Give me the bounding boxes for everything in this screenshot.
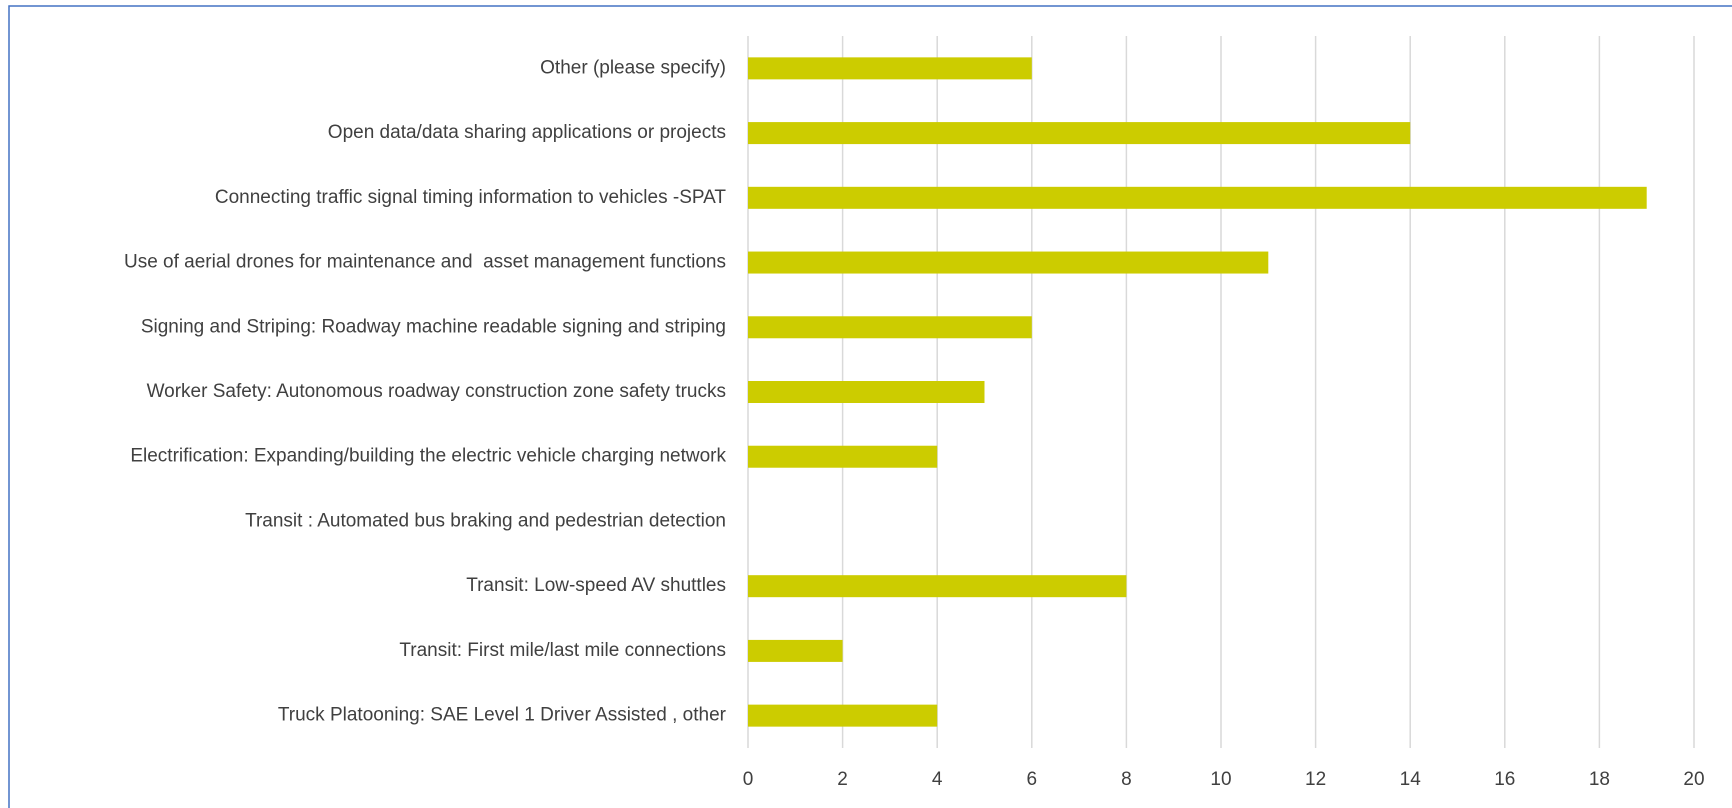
bar bbox=[748, 381, 985, 403]
bar bbox=[748, 316, 1032, 339]
y-tick-label: Electrification: Expanding/building the … bbox=[130, 446, 726, 467]
x-tick-label: 14 bbox=[1400, 769, 1422, 790]
bar bbox=[748, 639, 843, 662]
y-tick-label: Worker Safety: Autonomous roadway constr… bbox=[147, 381, 726, 402]
bar bbox=[748, 445, 938, 468]
x-tick-label: 12 bbox=[1305, 769, 1326, 790]
x-tick-label: 2 bbox=[837, 769, 848, 790]
bar bbox=[748, 57, 1032, 80]
y-tick-label: Signing and Striping: Roadway machine re… bbox=[141, 316, 726, 337]
y-tick-label: Connecting traffic signal timing informa… bbox=[215, 187, 727, 208]
x-tick-label: 0 bbox=[743, 769, 754, 790]
x-tick-label: 10 bbox=[1210, 769, 1231, 790]
y-tick-label: Open data/data sharing applications or p… bbox=[328, 122, 726, 143]
bar bbox=[748, 575, 1127, 598]
y-tick-label: Transit: Low-speed AV shuttles bbox=[466, 575, 726, 596]
chart-border bbox=[8, 5, 1732, 808]
bar bbox=[748, 122, 1411, 145]
y-tick-label: Truck Platooning: SAE Level 1 Driver Ass… bbox=[278, 705, 727, 726]
y-tick-label: Transit : Automated bus braking and pede… bbox=[245, 510, 726, 531]
y-tick-label: Transit: First mile/last mile connection… bbox=[399, 640, 726, 661]
x-tick-label: 6 bbox=[1027, 769, 1038, 790]
x-tick-label: 18 bbox=[1589, 769, 1610, 790]
x-tick-label: 20 bbox=[1683, 769, 1704, 790]
x-tick-label: 8 bbox=[1121, 769, 1132, 790]
x-tick-label: 4 bbox=[932, 769, 943, 790]
bar bbox=[748, 704, 938, 727]
y-tick-label: Use of aerial drones for maintenance and… bbox=[124, 252, 726, 273]
y-tick-label: Other (please specify) bbox=[540, 57, 726, 78]
bar bbox=[748, 186, 1647, 209]
bar bbox=[748, 251, 1269, 274]
x-tick-label: 16 bbox=[1494, 769, 1515, 790]
